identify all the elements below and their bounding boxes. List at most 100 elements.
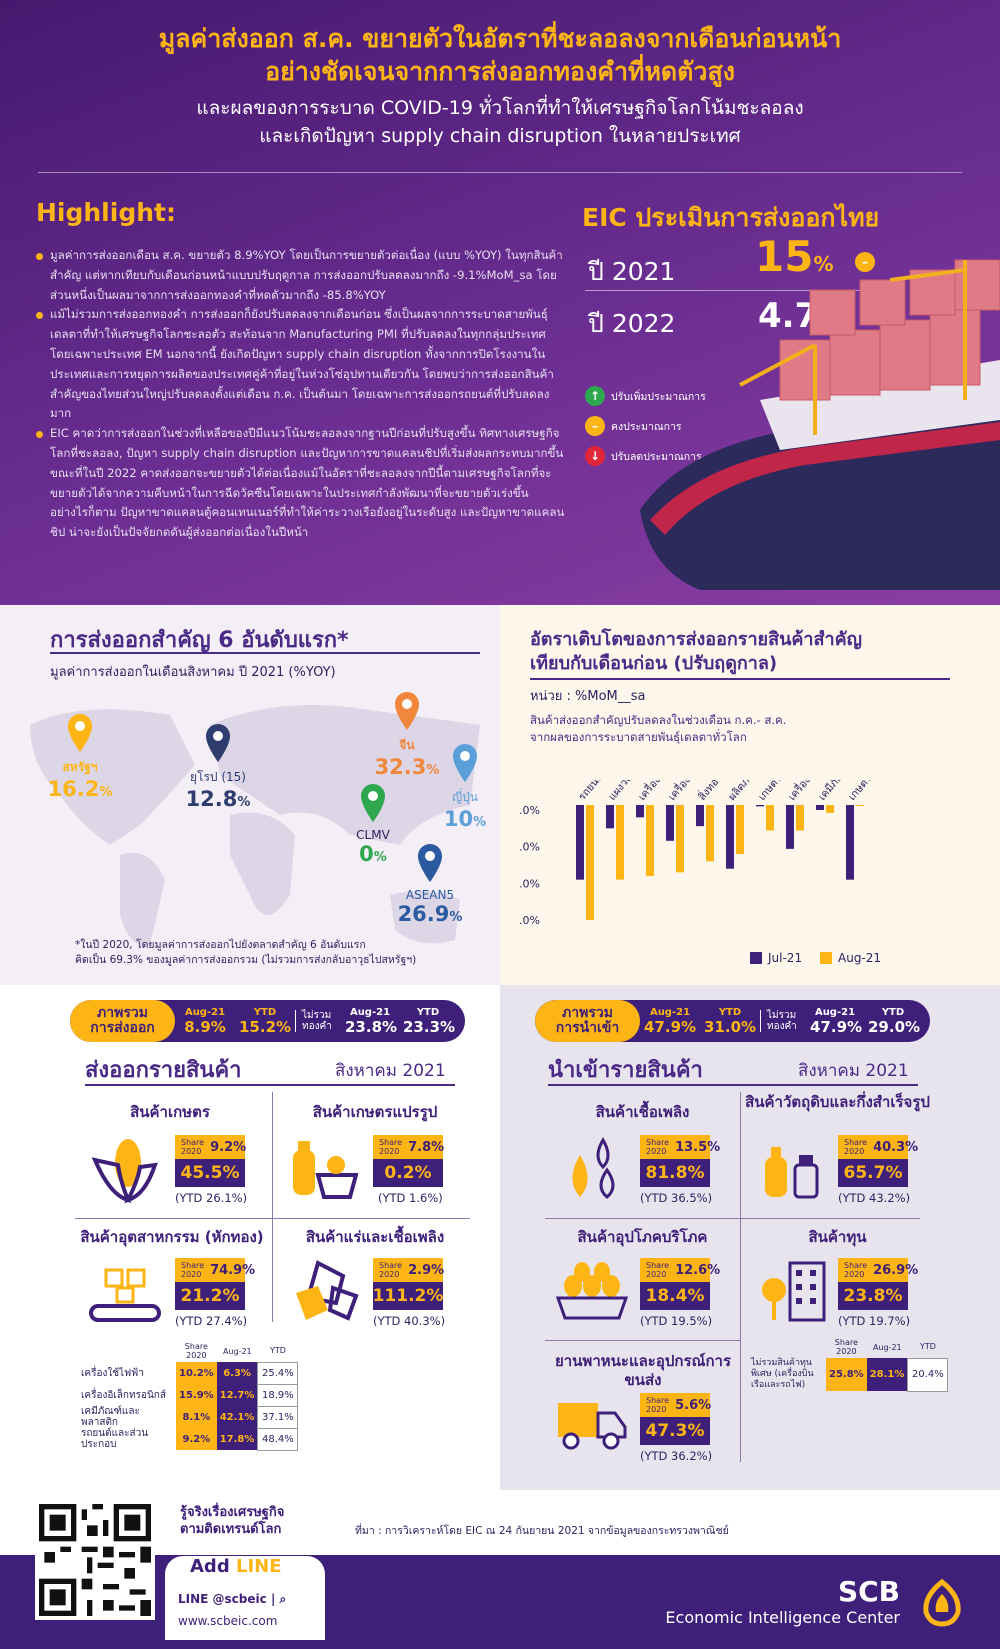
cell: 28.1%: [866, 1358, 908, 1391]
qr-code[interactable]: [35, 1500, 155, 1620]
share-value: 26.9%: [873, 1262, 919, 1278]
legend-swatch: [750, 952, 762, 964]
divider: [545, 1340, 740, 1341]
table-row: เครื่องใช้ไฟฟ้า 10.2% 6.3% 25.4%: [78, 1361, 299, 1385]
legend-down: ↓ ปรับลดประมาณการ: [585, 446, 706, 466]
y-tick-label: -11.0%: [520, 877, 540, 890]
map-pin-icon: [68, 714, 92, 752]
row-label: ไม่รวมสินค้าทุนพิเศษ (เครื่องบิน เรือและ…: [751, 1358, 814, 1390]
cell: 25.4%: [257, 1361, 299, 1385]
growth-note: สินค้าส่งออกสำคัญปรับลดลงในช่วงเดือน ก.ค…: [530, 712, 786, 746]
bar-Aug-21: [796, 805, 804, 831]
product-name: สินค้าอุปโภคบริโภค: [577, 1228, 708, 1246]
share-value: 2.9%: [408, 1262, 445, 1278]
share-label: Share 2020: [844, 1261, 868, 1279]
share-badge: Share 2020 12.6%: [640, 1258, 720, 1282]
divider: [548, 1084, 918, 1086]
product-name: สินค้าเกษตรแปรรูป: [312, 1103, 438, 1121]
y-tick-label: -1.0%: [520, 804, 540, 817]
y-tick-label: -6.0%: [520, 841, 540, 854]
product-name: สินค้าวัตถุดิบและกึ่งสำเร็จรูป: [745, 1093, 930, 1111]
product-name: สินค้าเชื้อเพลิง: [595, 1103, 690, 1121]
growth-note-line: จากผลของการระบาดสายพันธุ์เดลตาทั่วโลก: [530, 730, 747, 744]
export-ytd: YTD 15.2%: [235, 1007, 295, 1036]
cell: 15.9%: [176, 1384, 217, 1406]
product-name: สินค้าเกษตร: [130, 1103, 210, 1121]
market-europe: ยุโรป (15) 12.8%: [178, 722, 258, 811]
map-pin-icon: [361, 784, 385, 822]
market-japan: ญี่ปุ่น 10%: [440, 742, 490, 831]
footnote-line: *ในปี 2020, โดยมูลค่าการส่งออกไปยังตลาดส…: [75, 939, 366, 951]
share-value: 12.6%: [675, 1262, 721, 1278]
share-value: 5.6%: [675, 1397, 712, 1413]
search-icon: ⌕: [279, 1592, 287, 1606]
highlight-item: มูลค่าการส่งออกเดือน ส.ค. ขยายตัว 8.9%YO…: [36, 246, 566, 305]
cell-value: 47.9%: [810, 1017, 863, 1036]
bar-Jul-21: [816, 805, 824, 810]
legend-label: Jul-21: [767, 951, 802, 965]
add-line-button[interactable]: Add LINE: [190, 1556, 282, 1577]
import-ex-ytd: YTD 29.0%: [864, 1007, 922, 1036]
market-usa: สหรัฐฯ 16.2%: [45, 712, 115, 801]
share-label: Share 2020: [379, 1261, 403, 1279]
line-id-text: LINE @scbeic: [178, 1592, 267, 1606]
market-china: จีน 32.3%: [372, 690, 442, 779]
year-2022-value: 4.7: [758, 296, 819, 336]
bar-Jul-21: [846, 805, 854, 880]
cell-head: Aug-21: [649, 1006, 691, 1018]
legend-up-label: ปรับเพิ่มประมาณการ: [611, 390, 706, 403]
product-ytd: (YTD 19.7%): [838, 1314, 911, 1328]
cell-head: YTD: [253, 1006, 277, 1018]
category-label: รถยนต์: [575, 780, 606, 803]
highlight-item: EIC คาดว่าการส่งออกในช่วงที่เหลือของปีมี…: [36, 424, 566, 543]
cell: 18.9%: [257, 1383, 299, 1407]
export-ex-aug: Aug-21 23.8%: [341, 1007, 399, 1036]
product-growth-value: 45.5%: [175, 1159, 245, 1187]
website-link[interactable]: www.scbeic.com: [178, 1614, 278, 1628]
cell: 10.2%: [176, 1362, 217, 1384]
column-header: YTD: [919, 1342, 936, 1352]
share-value: 9.2%: [210, 1139, 247, 1155]
market-value-number: 10: [443, 807, 474, 831]
cell-head: Aug-21: [814, 1006, 856, 1018]
cell: 6.3%: [216, 1362, 258, 1384]
delivery-truck-icon: [558, 1403, 627, 1450]
divider: [50, 652, 480, 654]
import-ex-aug: Aug-21 47.9%: [806, 1007, 864, 1036]
row-label: เครื่องอิเล็กทรอนิกส์: [81, 1389, 166, 1401]
map-pin-icon: [206, 724, 230, 762]
forecast-legend: ↑ ปรับเพิ่มประมาณการ – คงประมาณการ ↓ ปรับลด…: [585, 386, 706, 476]
cell: 48.4%: [257, 1427, 299, 1451]
product-growth-value: 0.2%: [373, 1159, 443, 1187]
bar-Aug-21: [736, 805, 744, 854]
legend-swatch: [820, 952, 832, 964]
cell-head: Aug-21: [349, 1006, 391, 1018]
eic-forecast-title: EIC ประเมินการส่งออกไทย: [582, 203, 880, 232]
line-id[interactable]: LINE @scbeic | ⌕: [178, 1592, 287, 1606]
share-value: 40.3%: [873, 1139, 919, 1155]
growth-chart-panel: [500, 605, 1000, 985]
table-header: Share 2020 Aug-21 YTD: [78, 1340, 298, 1362]
import-ytd: YTD 31.0%: [700, 1007, 760, 1036]
import-overview-pill: ภาพรวมการนำเข้า Aug-21 47.9% YTD 31.0% ไม่…: [535, 1000, 930, 1042]
product-ytd: (YTD 26.1%): [175, 1191, 248, 1205]
brand-name: SCB: [837, 1575, 900, 1608]
table-corner: [748, 1336, 826, 1358]
cell-head: YTD: [881, 1006, 905, 1018]
source-note: ที่มา : การวิเคราะห์โดย EIC ณ 24 กันยายน…: [355, 1525, 729, 1537]
share-label: Share 2020: [646, 1396, 670, 1414]
market-value: 32.3%: [374, 755, 440, 779]
highlight-list: มูลค่าการส่งออกเดือน ส.ค. ขยายตัว 8.9%YO…: [36, 246, 566, 543]
map-pin-icon: [418, 844, 442, 882]
minus-icon: –: [585, 416, 605, 436]
line-card: [165, 1556, 325, 1640]
bar-Jul-21: [606, 805, 614, 829]
cell: 8.1%: [176, 1406, 217, 1428]
scb-brand: SCB Economic Intelligence Center: [665, 1575, 960, 1627]
bar-Aug-21: [616, 805, 624, 880]
divider: [545, 1218, 920, 1219]
ex-gold-label: ไม่รวมทองคำ: [295, 1010, 341, 1032]
highlight-item: แม้ไม่รวมการส่งออกทองคำ การส่งออกก็ยังปร…: [36, 305, 566, 424]
table-header: Share 2020 Aug-21 YTD: [748, 1336, 948, 1358]
divider: [530, 678, 950, 680]
